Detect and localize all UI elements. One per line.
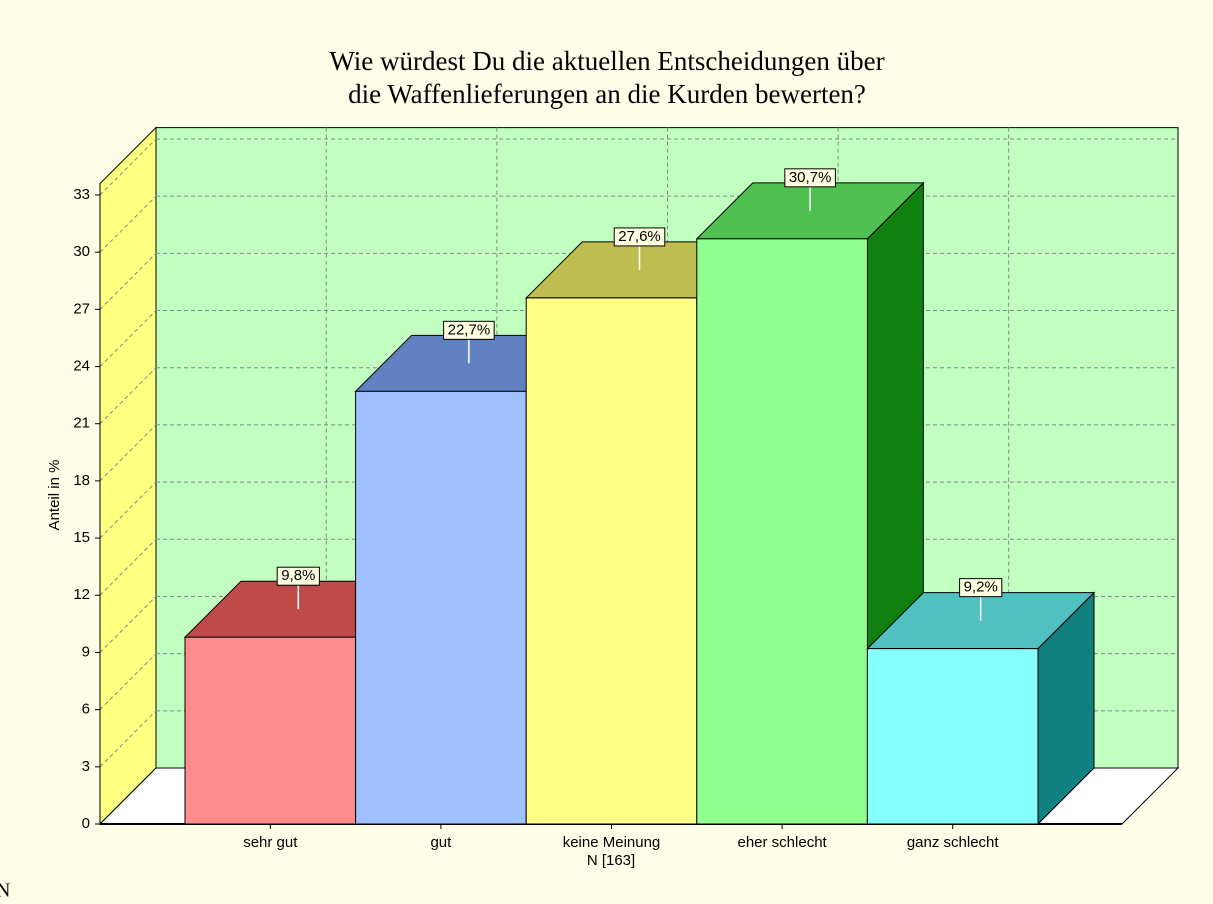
grid-line — [99, 367, 157, 425]
bar — [184, 636, 357, 825]
y-tick-label: 9 — [82, 643, 90, 660]
grid-line — [99, 138, 157, 196]
bar — [866, 648, 1039, 825]
y-tick-label: 12 — [73, 586, 90, 603]
grid-line — [99, 538, 157, 596]
grid-line — [99, 596, 157, 653]
value-label: 27,6% — [618, 228, 661, 245]
value-label: 9,8% — [281, 567, 315, 584]
y-tick-label: 21 — [73, 415, 90, 432]
value-label: 22,7% — [448, 321, 491, 338]
y-tick-label: 33 — [73, 186, 90, 203]
y-axis-label: Anteil in % — [46, 460, 63, 531]
x-tick-label: gut — [430, 834, 452, 851]
sample-note: N [163] — [587, 852, 635, 869]
y-tick-label: 24 — [73, 358, 90, 375]
x-tick-label: eher schlecht — [737, 834, 827, 851]
bar — [696, 238, 868, 825]
y-tick-label: 0 — [82, 815, 90, 832]
grid-line — [99, 253, 157, 310]
bar — [355, 390, 527, 825]
x-tick-label: sehr gut — [243, 834, 298, 851]
x-tick-label: keine Meinung — [563, 834, 661, 851]
y-tick-label: 30 — [73, 243, 90, 260]
y-tick-label: 18 — [73, 472, 90, 489]
grid-line — [99, 424, 157, 482]
grid-line — [99, 481, 157, 539]
y-tick-label: 27 — [73, 300, 90, 317]
value-label-box — [959, 578, 1003, 598]
grid-line — [99, 195, 157, 253]
value-label-box — [443, 320, 495, 340]
y-tick-label: 6 — [82, 701, 90, 718]
value-label: 30,7% — [789, 169, 832, 186]
grid-line — [99, 310, 157, 367]
y-tick-label: 3 — [82, 758, 90, 775]
left-wall — [99, 126, 157, 826]
chart-title: Wie würdest Du die aktuellen Entscheidun… — [329, 46, 884, 76]
value-label-box — [276, 566, 320, 586]
value-label-box — [613, 227, 666, 247]
corner-text: N — [0, 880, 10, 902]
grid-line — [99, 653, 157, 710]
grid-line — [99, 710, 157, 768]
x-tick-label: ganz schlecht — [907, 834, 1000, 851]
y-tick-label: 15 — [73, 529, 90, 546]
value-label: 9,2% — [964, 579, 998, 596]
chart-title: die Waffenlieferungen an die Kurden bewe… — [348, 79, 866, 109]
bar — [525, 297, 698, 825]
value-label-box — [784, 168, 836, 188]
